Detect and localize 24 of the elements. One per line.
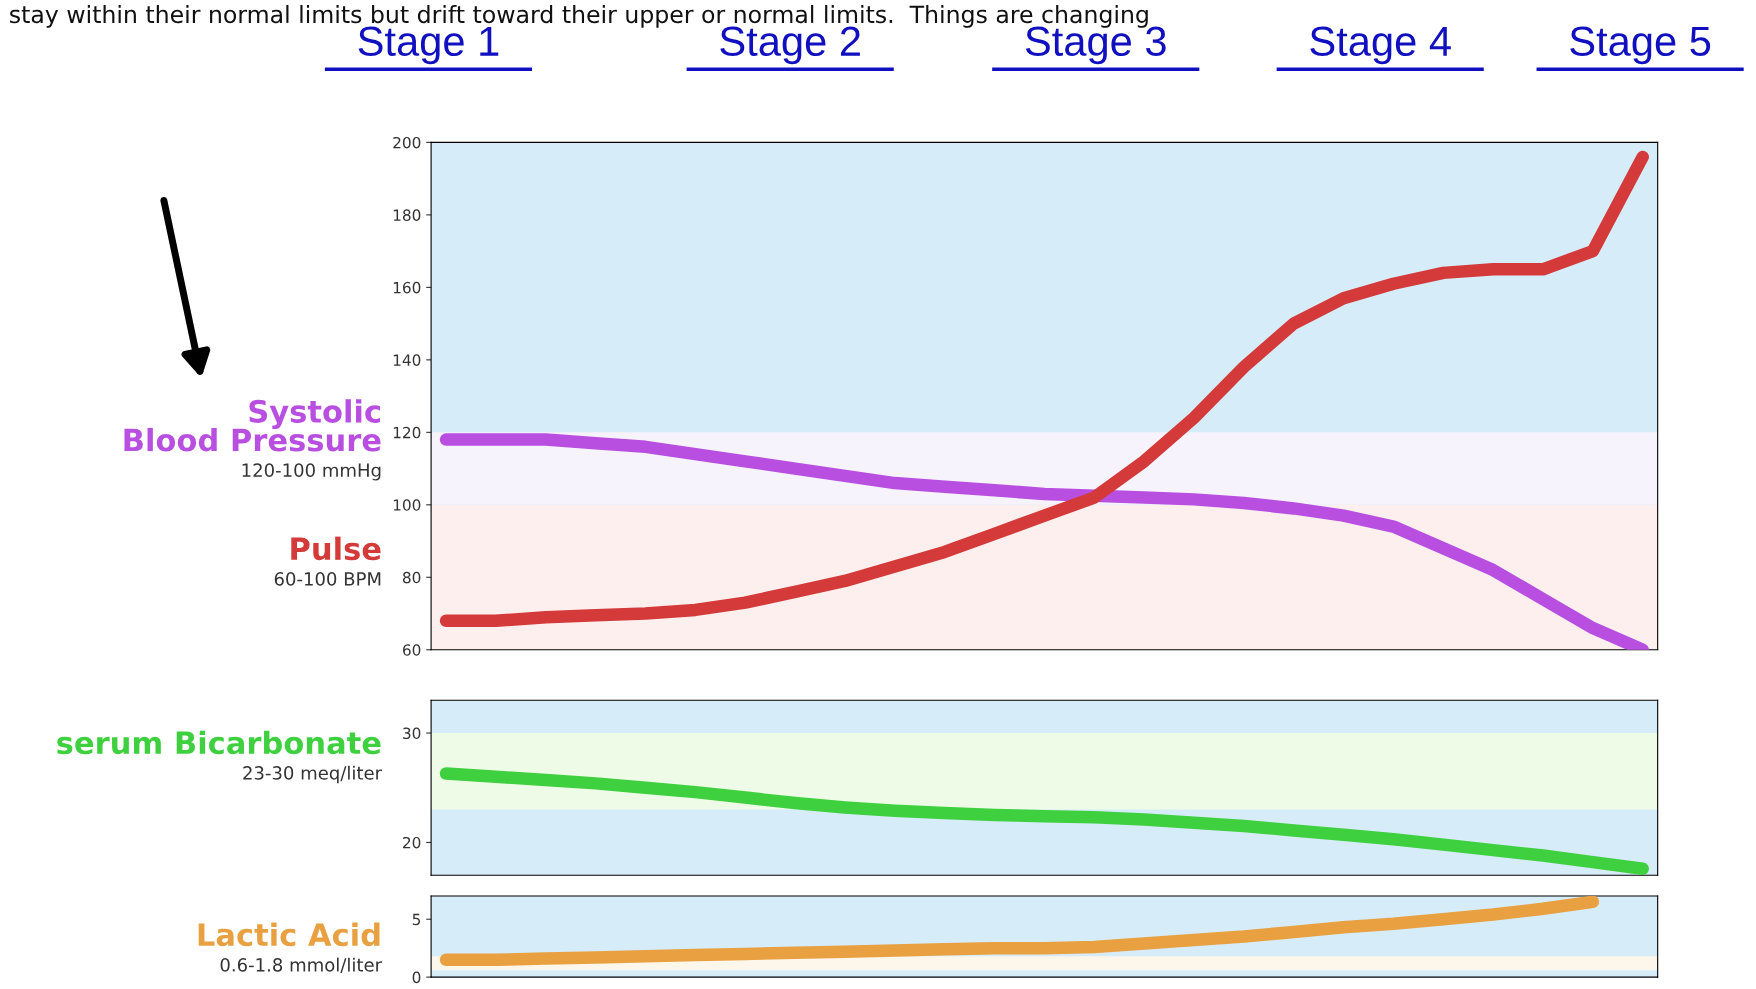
band-label: 60-100 BPM [274, 572, 381, 586]
text: serum Bicarbonate [57, 730, 381, 755]
y-tick-label: 200 [393, 136, 421, 149]
y-tick-label: 100 [393, 499, 421, 511]
y-tick-label: 140 [393, 354, 421, 366]
y-tick-label: 80 [402, 571, 421, 584]
y-tick-label: 20 [403, 836, 421, 849]
text: Systolic Blood Pressure [124, 399, 381, 452]
text: Stage 4 [1310, 26, 1451, 65]
y-tick-label: 120 [393, 426, 421, 439]
band-label: 23-30 meq/liter [243, 765, 383, 784]
text: Pulse [291, 536, 381, 561]
y-tick-label: 180 [393, 209, 421, 221]
band-label: 0.6-1.8 mmol/liter [220, 957, 383, 974]
y-tick-label: 0 [412, 971, 421, 984]
y-tick-label: 160 [393, 281, 421, 294]
band-label: 120-100 mmHg [242, 463, 381, 481]
text: Stage 1 [358, 26, 499, 65]
text: Stage 5 [1570, 26, 1711, 65]
y-tick-label: 5 [412, 913, 421, 926]
text: Lactic Acid [198, 922, 380, 947]
y-tick-label: 30 [403, 727, 421, 740]
text: Stage 2 [720, 26, 860, 65]
y-tick-label: 60 [403, 644, 421, 656]
